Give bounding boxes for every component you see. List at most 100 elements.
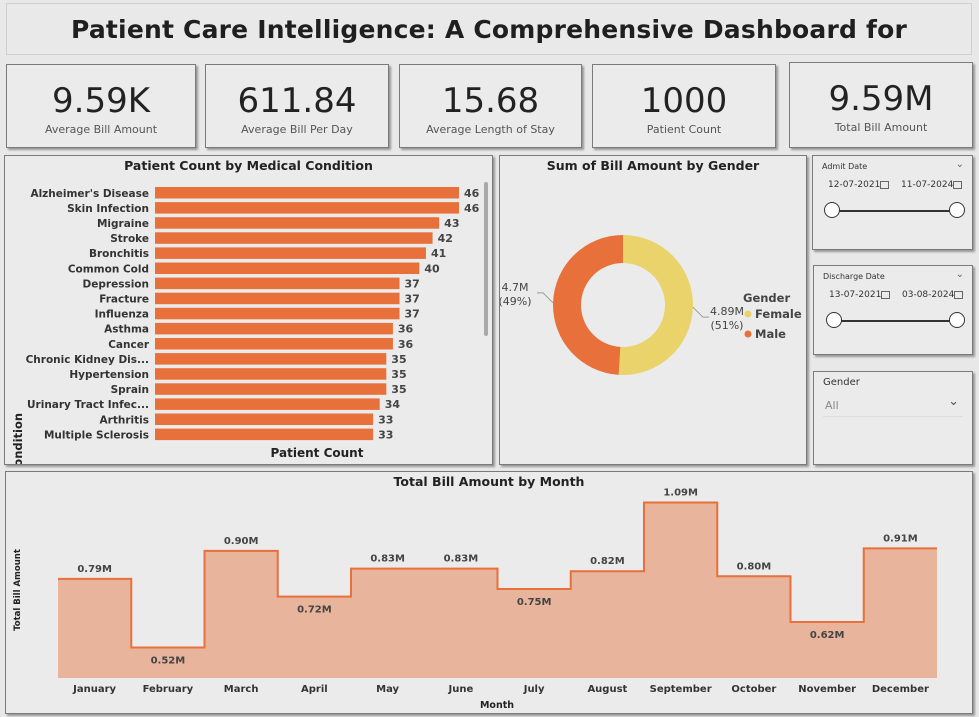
data-label: 40 bbox=[424, 262, 440, 275]
data-label: 35 bbox=[391, 383, 406, 396]
data-label: 0.52M bbox=[151, 655, 186, 666]
kpi-label: Average Bill Amount bbox=[44, 123, 158, 136]
category-label: Cancer bbox=[108, 339, 150, 351]
data-label: 46 bbox=[464, 187, 480, 200]
kpi-card-avg-bill-per-day[interactable]: 611.84 Average Bill Per Day bbox=[205, 64, 389, 148]
range-track bbox=[833, 320, 957, 322]
category-label: Urinary Tract Infec... bbox=[27, 399, 149, 411]
category-label: Depression bbox=[83, 278, 149, 290]
bar bbox=[155, 307, 400, 320]
start-date[interactable]: 12-07-2021 bbox=[828, 180, 881, 190]
kpi-card-avg-length-of-stay[interactable]: 15.68 Average Length of Stay bbox=[399, 64, 582, 148]
area-chart: Total Bill Amount Month 0.79M January 0.52… bbox=[13, 488, 937, 711]
chevron-down-icon[interactable]: ⌄ bbox=[955, 159, 964, 170]
bar bbox=[155, 277, 400, 290]
kpi-label: Average Length of Stay bbox=[426, 123, 555, 136]
data-label: 33 bbox=[378, 428, 393, 441]
calendar-icon[interactable] bbox=[881, 291, 890, 299]
data-label: 0.62M bbox=[810, 630, 845, 641]
x-tick-label: December bbox=[872, 684, 929, 695]
data-label: 1.09M bbox=[663, 488, 698, 499]
donut-chart-panel[interactable]: Sum of Bill Amount by Gender Gender 4.89… bbox=[499, 155, 807, 465]
end-date[interactable]: 11-07-2024 bbox=[901, 180, 954, 190]
x-tick-label: February bbox=[143, 684, 194, 695]
kpi-value: 9.59K bbox=[52, 81, 150, 121]
bar bbox=[155, 428, 374, 441]
category-label: Chronic Kidney Dis... bbox=[26, 354, 149, 366]
kpi-card-total-bill[interactable]: 9.59M Total Bill Amount bbox=[789, 62, 973, 148]
legend-title: Gender bbox=[743, 291, 790, 305]
data-label: 37 bbox=[405, 292, 420, 305]
kpi-value: 1000 bbox=[640, 81, 728, 121]
category-label: Arthritis bbox=[100, 414, 149, 426]
calendar-icon[interactable] bbox=[953, 181, 962, 189]
y-axis-title: Total Bill Amount bbox=[13, 549, 23, 631]
data-label: 42 bbox=[438, 232, 453, 245]
data-label: 36 bbox=[398, 323, 414, 336]
chevron-down-icon[interactable]: ⌄ bbox=[948, 394, 959, 409]
data-label-pct: (51%) bbox=[710, 319, 743, 332]
data-label: 0.75M bbox=[517, 597, 552, 608]
chevron-down-icon[interactable]: ⌄ bbox=[955, 269, 964, 280]
kpi-value: 9.59M bbox=[828, 79, 934, 119]
data-label: 43 bbox=[444, 217, 459, 230]
kpi-card-patient-count[interactable]: 1000 Patient Count bbox=[592, 64, 776, 148]
slicer-title: Admit Date bbox=[822, 162, 868, 171]
x-tick-label: August bbox=[587, 684, 627, 695]
calendar-icon[interactable] bbox=[880, 181, 889, 189]
bar bbox=[155, 217, 440, 229]
y-axis-title: Medical Condition bbox=[11, 413, 25, 464]
area-line bbox=[58, 501, 937, 649]
gender-slicer[interactable]: Gender All ⌄ bbox=[813, 371, 973, 465]
bar bbox=[155, 413, 374, 425]
category-label: Sprain bbox=[111, 384, 149, 396]
area-chart-panel[interactable]: Total Bill Amount by Month Total Bill Am… bbox=[5, 471, 973, 714]
data-label: 37 bbox=[405, 277, 420, 290]
data-label: 0.83M bbox=[444, 554, 479, 565]
gender-dropdown-value: All bbox=[825, 399, 839, 412]
range-end-handle[interactable] bbox=[949, 312, 965, 328]
bar bbox=[155, 247, 426, 259]
data-label: 0.91M bbox=[883, 533, 918, 544]
end-date[interactable]: 03-08-2024 bbox=[902, 290, 955, 300]
kpi-label: Average Bill Per Day bbox=[241, 123, 353, 136]
scrollbar-thumb[interactable] bbox=[484, 182, 488, 336]
range-start-handle[interactable] bbox=[824, 202, 840, 218]
x-tick-label: January bbox=[72, 684, 116, 695]
range-end-handle[interactable] bbox=[949, 202, 965, 218]
data-label: 0.90M bbox=[224, 536, 259, 547]
calendar-icon[interactable] bbox=[954, 291, 963, 299]
range-start-handle[interactable] bbox=[826, 312, 842, 328]
data-label-pct: (49%) bbox=[500, 295, 532, 308]
x-tick-label: July bbox=[523, 684, 545, 695]
category-label: Asthma bbox=[104, 324, 149, 336]
kpi-label: Total Bill Amount bbox=[834, 121, 928, 134]
admit-date-slicer[interactable]: Admit Date ⌄ 12-07-2021 11-07-2024 bbox=[812, 155, 973, 250]
category-label: Multiple Sclerosis bbox=[44, 429, 149, 441]
data-label: 0.79M bbox=[77, 564, 112, 575]
data-label: 0.80M bbox=[737, 561, 772, 572]
bar bbox=[155, 383, 387, 395]
leader-line bbox=[537, 292, 554, 304]
bar-chart-panel[interactable]: Patient Count by Medical Condition Medic… bbox=[4, 155, 493, 465]
bar bbox=[155, 262, 420, 274]
legend-item: Female bbox=[755, 307, 802, 321]
bar bbox=[155, 338, 393, 350]
data-label: 0.72M bbox=[297, 605, 332, 616]
slicer-title: Gender bbox=[823, 377, 860, 388]
kpi-card-avg-bill[interactable]: 9.59K Average Bill Amount bbox=[6, 64, 196, 148]
bar bbox=[155, 232, 433, 244]
start-date[interactable]: 13-07-2021 bbox=[829, 290, 882, 300]
x-tick-label: October bbox=[731, 684, 776, 695]
data-label: 37 bbox=[405, 308, 420, 321]
gender-dropdown[interactable]: All ⌄ bbox=[823, 392, 963, 417]
bar bbox=[155, 353, 387, 365]
range-track bbox=[831, 210, 957, 212]
bar bbox=[155, 322, 393, 335]
data-label: 36 bbox=[398, 338, 414, 351]
discharge-date-slicer[interactable]: Discharge Date ⌄ 13-07-2021 03-08-2024 bbox=[813, 265, 973, 355]
category-label: Hypertension bbox=[69, 369, 149, 381]
legend-marker bbox=[744, 330, 752, 338]
category-label: Alzheimer's Disease bbox=[30, 188, 149, 200]
kpi-value: 15.68 bbox=[441, 81, 540, 121]
